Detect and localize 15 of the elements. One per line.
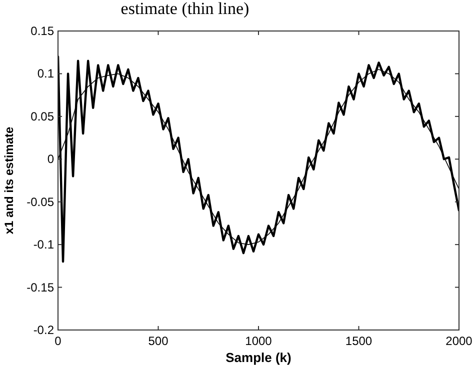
x-tick-label: 1000 — [245, 334, 272, 348]
x-tick-label: 1500 — [345, 334, 372, 348]
y-tick-label: -0.05 — [26, 194, 54, 209]
y-tick-label: 0.05 — [30, 109, 54, 124]
y-axis-title: x1 and its estimate — [2, 126, 16, 234]
y-tick-label: -0.15 — [26, 280, 54, 294]
y-tick-label: 0 — [47, 152, 54, 166]
x-tick-label: 500 — [148, 334, 169, 348]
y-tick-label: 0.1 — [37, 66, 54, 81]
y-tick-label: -0.1 — [33, 238, 54, 252]
y-tick-label: -0.2 — [33, 323, 54, 337]
chart-title: estimate (thin line) — [120, 0, 250, 18]
y-tick-label: 0.15 — [30, 24, 54, 38]
x-tick-label: 2000 — [446, 334, 473, 348]
x-axis-title: Sample (k) — [226, 350, 292, 365]
